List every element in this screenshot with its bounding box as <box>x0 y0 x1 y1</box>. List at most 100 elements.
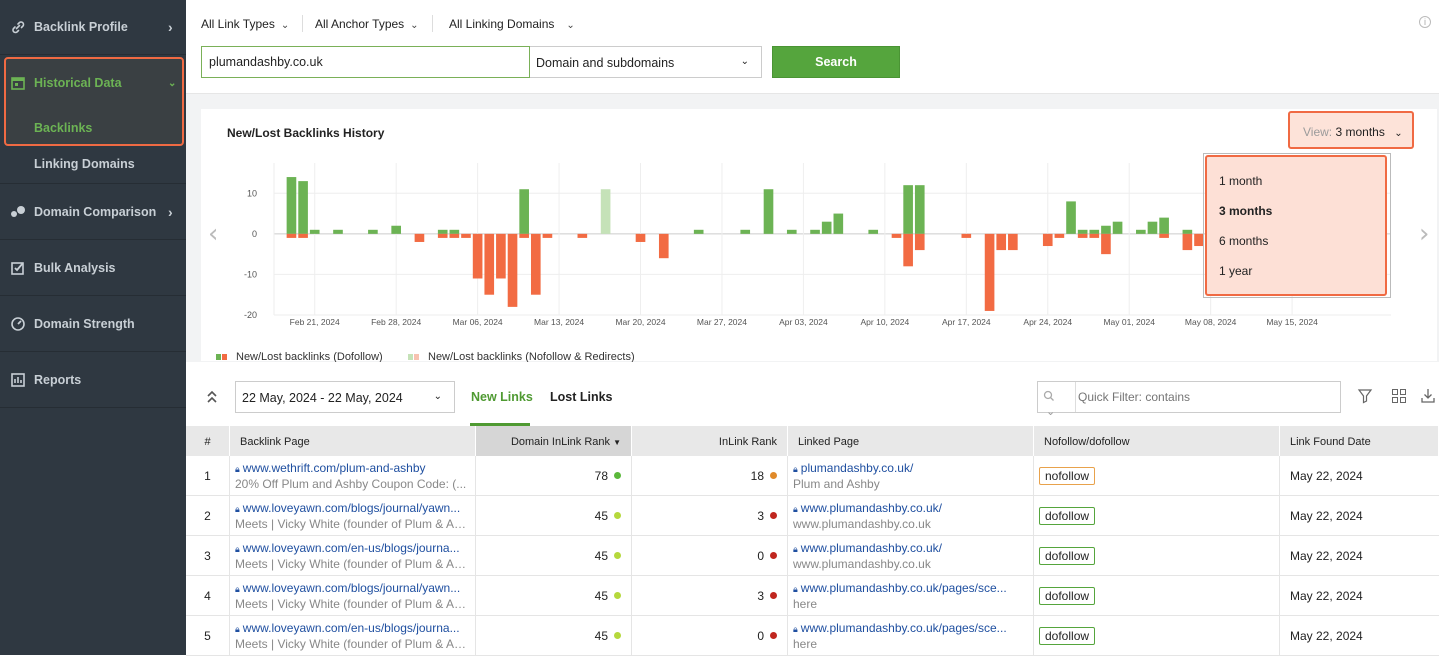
domain-input[interactable] <box>201 46 530 78</box>
view-option-3-months[interactable]: 3 months <box>1219 204 1273 218</box>
backlink-url-link[interactable]: 🔒︎ www.loveyawn.com/blogs/journal/yawn... <box>235 581 469 595</box>
sidebar-subitem-backlinks[interactable]: Backlinks <box>34 121 93 135</box>
columns-icon[interactable] <box>1391 388 1407 409</box>
anchor-types-dropdown[interactable]: All Anchor Types ⌄ <box>315 17 419 31</box>
chart-title: New/Lost Backlinks History <box>227 126 385 140</box>
view-option-1-month[interactable]: 1 month <box>1219 174 1263 188</box>
column-header-domain-inlink-rank[interactable]: Domain InLink Rank ▼ <box>476 426 632 456</box>
sidebar-subitem-linking-domains[interactable]: Linking Domains <box>34 157 135 171</box>
view-option-1-year[interactable]: 1 year <box>1219 264 1253 278</box>
filter-icon[interactable] <box>1357 388 1373 409</box>
linked-page-cell: 🔒︎ plumandashby.co.uk/ Plum and Ashby <box>788 456 1034 496</box>
column-header-link-found-date[interactable]: Link Found Date <box>1280 426 1439 456</box>
domain-rank-cell: 45 <box>476 536 632 576</box>
sidebar-item-backlink-profile[interactable]: Backlink Profile › <box>0 17 186 37</box>
table-row: 1 🔒︎ www.wethrift.com/plum-and-ashby 20% … <box>186 456 1439 496</box>
lost-backlinks-bar <box>1077 233 1088 238</box>
filter-bar: All Link Types ⌄ All Anchor Types ⌄ All Li… <box>186 0 1439 94</box>
column-header-linked-page[interactable]: Linked Page <box>788 426 1034 456</box>
lock-icon: 🔒︎ <box>235 544 240 554</box>
sidebar-item-historical-data[interactable]: Historical Data ⌄ <box>0 73 186 93</box>
collapse-icon[interactable] <box>206 390 218 407</box>
divider <box>0 183 186 184</box>
sidebar-item-reports[interactable]: Reports <box>0 370 186 390</box>
sidebar-item-label: Domain Comparison <box>34 205 157 219</box>
tabs-bar: 22 May, 2024 - 22 May, 2024 ⌄ New Links L… <box>186 362 1439 426</box>
backlink-page-cell: 🔒︎ www.wethrift.com/plum-and-ashby 20% Of… <box>230 456 476 496</box>
new-backlinks-bar <box>740 229 751 234</box>
linked-url-link[interactable]: 🔒︎ plumandashby.co.uk/ <box>793 461 1027 475</box>
chevron-down-icon: ⌄ <box>280 20 290 31</box>
lock-icon: 🔒︎ <box>793 544 798 554</box>
date-cell: May 22, 2024 <box>1290 469 1363 483</box>
follow-cell: dofollow <box>1034 576 1280 616</box>
domain-rank-value: 45 <box>594 589 608 603</box>
new-backlinks-bar <box>1089 229 1100 234</box>
backlink-url-link[interactable]: 🔒︎ www.loveyawn.com/blogs/journal/yawn... <box>235 501 469 515</box>
new-backlinks-bar <box>286 177 297 234</box>
linking-domains-dropdown[interactable]: All Linking Domains ⌄ <box>449 17 575 31</box>
lost-backlinks-bar <box>891 233 902 238</box>
backlink-title: Meets | Vicky White (founder of Plum & A… <box>235 557 469 571</box>
search-mode-dropdown[interactable]: ⌄ <box>1038 382 1076 418</box>
divider <box>302 15 303 32</box>
rank-indicator-dot <box>614 552 621 559</box>
sidebar-item-bulk-analysis[interactable]: Bulk Analysis <box>0 258 186 278</box>
sidebar-item-domain-strength[interactable]: Domain Strength <box>0 314 186 334</box>
backlink-url-link[interactable]: 🔒︎ www.wethrift.com/plum-and-ashby <box>235 461 469 475</box>
column-header-backlink-page[interactable]: Backlink Page <box>230 426 476 456</box>
chevron-right-icon: › <box>168 204 173 220</box>
backlink-page-cell: 🔒︎ www.loveyawn.com/blogs/journal/yawn...… <box>230 576 476 616</box>
linked-anchor: www.plumandashby.co.uk <box>793 557 931 571</box>
follow-cell: dofollow <box>1034 536 1280 576</box>
backlink-url-link[interactable]: 🔒︎ www.loveyawn.com/en-us/blogs/journa... <box>235 541 469 555</box>
lost-backlinks-bar <box>961 233 972 238</box>
linked-url-link[interactable]: 🔒︎ www.plumandashby.co.uk/ <box>793 501 1027 515</box>
chart-svg: 10 0 -10 -20 Feb 21, 2024 Feb 28, 2024 Mar 06,… <box>244 163 1391 327</box>
linked-anchor: Plum and Ashby <box>793 477 880 491</box>
link-types-dropdown[interactable]: All Link Types ⌄ <box>201 17 289 31</box>
chevron-right-icon: › <box>168 19 173 35</box>
backlink-title: Meets | Vicky White (founder of Plum & A… <box>235 517 469 531</box>
lost-backlinks-bar <box>1159 233 1169 238</box>
rank-indicator-dot <box>770 552 777 559</box>
lost-backlinks-bar <box>1042 233 1053 247</box>
linked-url: www.plumandashby.co.uk/ <box>800 501 942 515</box>
lost-backlinks-bar <box>577 233 588 238</box>
lost-backlinks-bar <box>472 233 483 279</box>
tab-lost-links[interactable]: Lost Links <box>550 390 613 404</box>
date-range-picker[interactable]: 22 May, 2024 - 22 May, 2024 ⌄ <box>235 381 455 413</box>
lost-backlinks-bar <box>507 233 518 307</box>
new-backlinks-bar <box>1159 217 1169 234</box>
view-dropdown[interactable]: View: 3 months ⌄ <box>1288 111 1414 149</box>
column-header-inlink-rank[interactable]: InLink Rank <box>632 426 788 456</box>
scope-dropdown[interactable]: Domain and subdomains ⌄ <box>530 46 762 78</box>
linked-url-link[interactable]: 🔒︎ www.plumandashby.co.uk/ <box>793 541 1027 555</box>
calendar-icon <box>9 75 26 92</box>
lost-backlinks-bar <box>496 233 506 279</box>
column-header-follow[interactable]: Nofollow/dofollow <box>1034 426 1280 456</box>
sidebar-item-domain-comparison[interactable]: Domain Comparison › <box>0 202 186 222</box>
linked-url-link[interactable]: 🔒︎ www.plumandashby.co.uk/pages/sce... <box>793 581 1027 595</box>
quick-filter: ⌄ <box>1037 381 1341 418</box>
lost-backlinks-bar <box>519 233 529 238</box>
backlink-url-link[interactable]: 🔒︎ www.loveyawn.com/en-us/blogs/journa... <box>235 621 469 635</box>
quick-filter-input[interactable] <box>1078 387 1333 407</box>
lost-backlinks-bar <box>414 233 425 242</box>
linked-url-link[interactable]: 🔒︎ www.plumandashby.co.uk/pages/sce... <box>793 621 1027 635</box>
chart-next-arrow[interactable]: › <box>1419 219 1430 249</box>
link-types-label: All Link Types <box>201 17 275 31</box>
tab-new-links[interactable]: New Links <box>471 390 533 404</box>
info-icon[interactable]: i <box>1419 16 1431 28</box>
new-backlinks-bar <box>914 185 925 234</box>
lost-backlinks-bar <box>914 233 925 251</box>
view-option-6-months[interactable]: 6 months <box>1219 234 1269 248</box>
chart-prev-arrow[interactable]: ‹ <box>208 219 219 249</box>
active-tab-indicator <box>470 423 530 426</box>
legend-nofollow: New/Lost backlinks (Nofollow & Redirects… <box>408 351 635 363</box>
export-icon[interactable] <box>1420 388 1436 409</box>
search-button[interactable]: Search <box>772 46 900 78</box>
follow-cell: dofollow <box>1034 616 1280 656</box>
linked-url: plumandashby.co.uk/ <box>800 461 914 475</box>
lost-backlinks-bar <box>1101 233 1111 255</box>
